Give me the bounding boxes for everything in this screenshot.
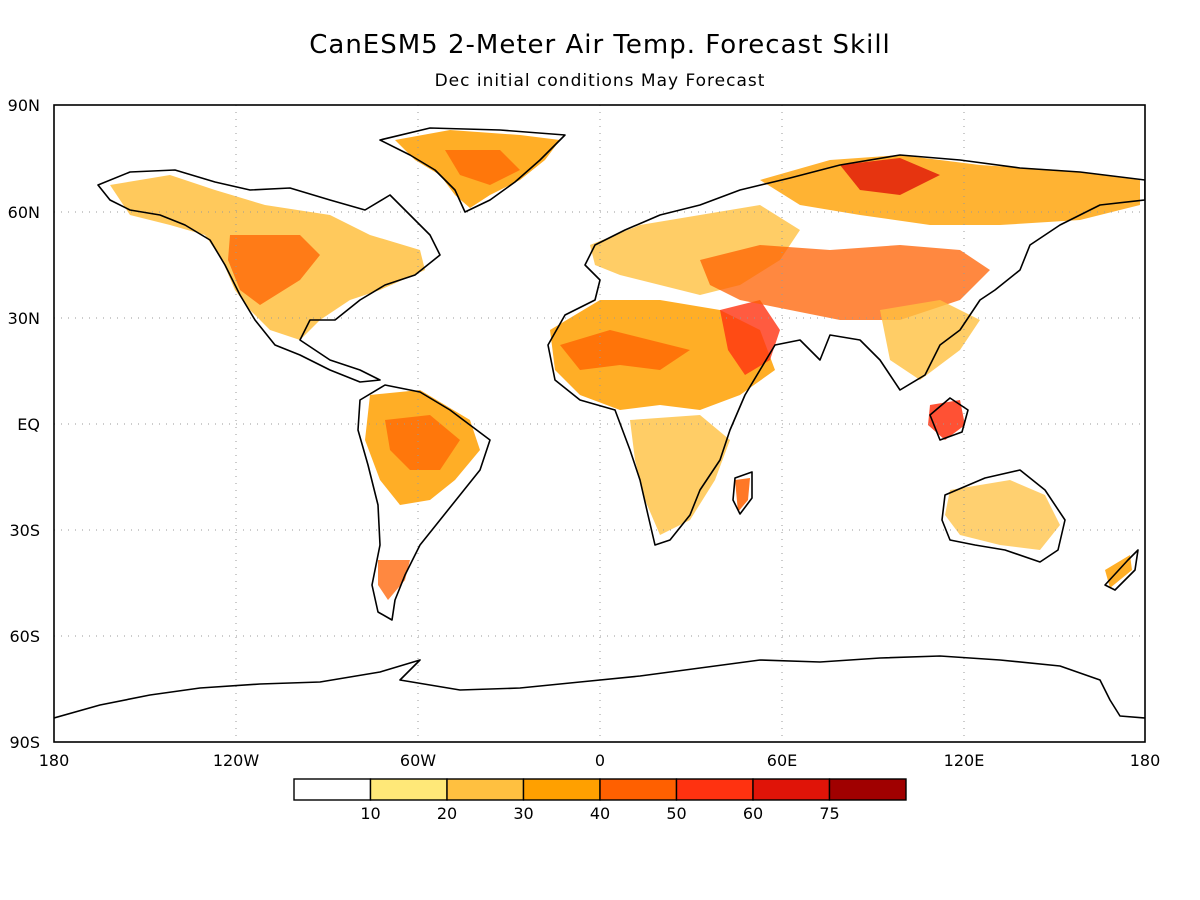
skill-patagonia <box>378 560 410 600</box>
colorbar-swatch <box>828 778 907 801</box>
coast-south-america <box>357 384 491 621</box>
colorbar-label: 50 <box>666 804 686 823</box>
colorbar-label: 20 <box>437 804 457 823</box>
skill-madagascar <box>735 478 750 512</box>
map-title: CanESM5 2-Meter Air Temp. Forecast Skill <box>309 30 891 60</box>
map-subtitle: Dec initial conditions May Forecast <box>435 71 766 91</box>
skill-central-africa <box>630 415 730 535</box>
lat-tick-label: EQ <box>17 415 40 434</box>
skill-arabia <box>720 300 780 375</box>
latitude-axis: 90N 60N 30N EQ 30S 60S 90S <box>8 96 40 752</box>
colorbar-swatch <box>675 778 754 801</box>
lat-tick-label: 90S <box>9 733 40 752</box>
coast-greenland <box>379 127 566 213</box>
longitude-axis: 180 120W 60W 0 60E 120E 180 <box>39 751 1161 770</box>
lon-tick-label: 60E <box>767 751 797 770</box>
colorbar-label: 30 <box>513 804 533 823</box>
skill-sahara-core <box>560 330 690 370</box>
lon-tick-label: 180 <box>39 751 70 770</box>
colorbar-swatch <box>752 778 831 801</box>
coast-new-zealand <box>1104 549 1139 591</box>
skill-australia <box>945 480 1060 550</box>
colorbar-label: 75 <box>819 804 839 823</box>
colorbar-swatch <box>369 778 448 801</box>
colorbar-label: 40 <box>590 804 610 823</box>
coast-borneo <box>929 397 969 441</box>
coast-antarctica <box>54 655 1145 719</box>
lat-tick-label: 90N <box>8 96 40 115</box>
skill-na-core <box>228 235 320 305</box>
skill-east-asia <box>880 300 980 380</box>
lon-tick-label: 60W <box>400 751 436 770</box>
lon-tick-label: 120E <box>944 751 985 770</box>
colorbar-swatch <box>446 778 525 801</box>
skill-siberia-core <box>840 158 940 195</box>
skill-shading <box>110 130 1140 600</box>
coast-australia <box>941 469 1066 563</box>
colorbar-label: 60 <box>743 804 763 823</box>
lat-tick-label: 60N <box>8 203 40 222</box>
coastlines <box>54 127 1145 719</box>
coast-madagascar <box>732 471 753 515</box>
coast-north-america <box>97 169 441 383</box>
skill-sa-core <box>385 415 460 470</box>
skill-central-asia <box>700 245 990 320</box>
coast-africa-europe-asia <box>547 154 1145 546</box>
skill-greenland-core <box>445 150 520 185</box>
lat-tick-label: 30S <box>9 521 40 540</box>
lon-tick-label: 120W <box>213 751 260 770</box>
colorbar-swatch <box>599 778 678 801</box>
colorbar-swatch <box>522 778 601 801</box>
skill-borneo <box>928 400 965 440</box>
map-frame <box>53 104 1146 743</box>
colorbar-swatch <box>293 778 372 801</box>
colorbar: 10 20 30 40 50 60 75 <box>293 778 907 823</box>
colorbar-label: 10 <box>360 804 380 823</box>
lat-tick-label: 30N <box>8 309 40 328</box>
lat-tick-label: 60S <box>9 627 40 646</box>
lon-tick-label: 0 <box>595 751 605 770</box>
map-content <box>54 105 1145 742</box>
lon-tick-label: 180 <box>1130 751 1161 770</box>
